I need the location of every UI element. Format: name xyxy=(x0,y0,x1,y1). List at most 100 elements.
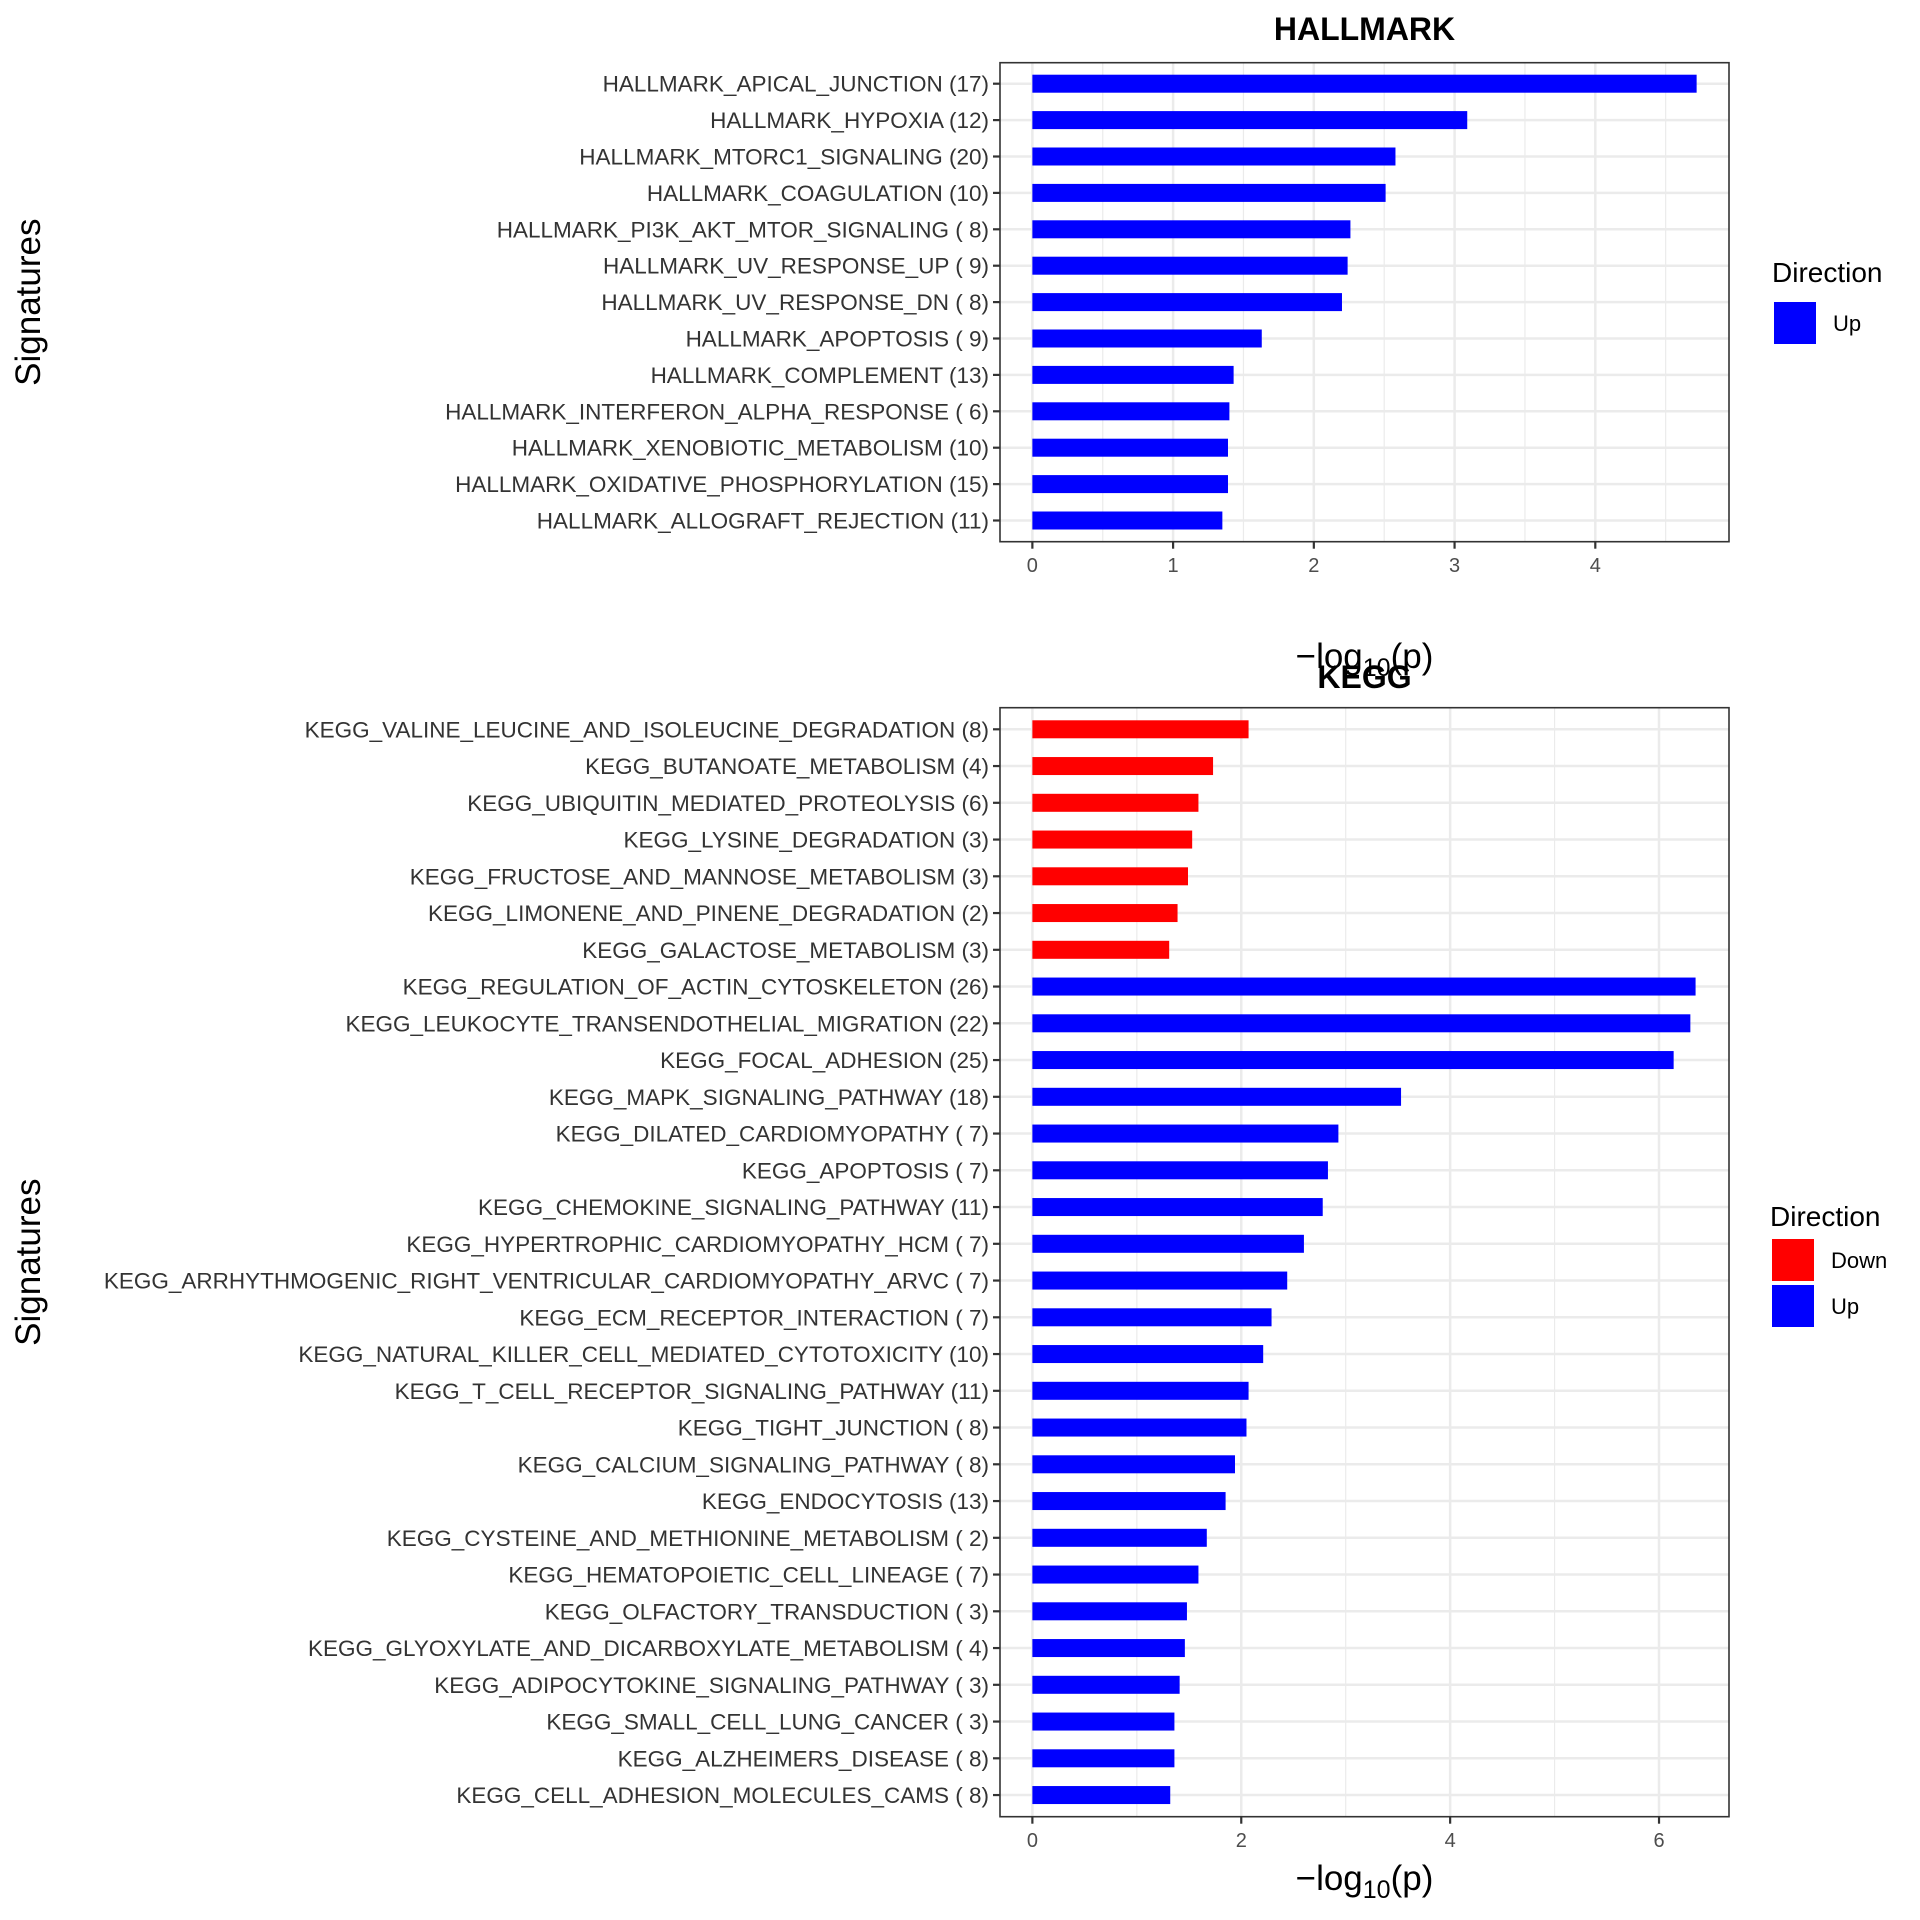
bar-up xyxy=(1032,1749,1175,1768)
category-label: KEGG_HEMATOPOIETIC_CELL_LINEAGE ( 7) xyxy=(508,1563,989,1588)
category-label: KEGG_CALCIUM_SIGNALING_PATHWAY ( 8) xyxy=(518,1452,989,1477)
category-label: KEGG_NATURAL_KILLER_CELL_MEDIATED_CYTOTO… xyxy=(298,1342,989,1367)
category-label: HALLMARK_COAGULATION (10) xyxy=(647,181,989,206)
legend-title: Direction xyxy=(1770,1201,1880,1232)
bar-up xyxy=(1032,438,1228,457)
bar-up xyxy=(1032,256,1348,275)
category-label: KEGG_ALZHEIMERS_DISEASE ( 8) xyxy=(618,1746,989,1771)
panel-border xyxy=(999,706,1730,1818)
axis-title-arg: (p) xyxy=(1391,1859,1434,1898)
x-axis-title: −log10(p) xyxy=(1296,1859,1434,1904)
x-tick-label: 0 xyxy=(1027,1830,1038,1852)
bar-down xyxy=(1032,793,1199,812)
bar-up xyxy=(1032,1675,1180,1694)
bar-up xyxy=(1032,1198,1323,1217)
y-axis-title: Signatures xyxy=(9,219,48,386)
bar-up xyxy=(1032,329,1262,348)
bar-up xyxy=(1032,1455,1235,1474)
legend-key-up xyxy=(1774,302,1816,344)
category-label: KEGG_FRUCTOSE_AND_MANNOSE_METABOLISM (3) xyxy=(410,864,989,889)
panel-title: HALLMARK xyxy=(1274,11,1455,47)
category-label: KEGG_ADIPOCYTOKINE_SIGNALING_PATHWAY ( 3… xyxy=(434,1673,989,1698)
category-label: HALLMARK_ALLOGRAFT_REJECTION (11) xyxy=(537,509,989,534)
category-label: KEGG_REGULATION_OF_ACTIN_CYTOSKELETON (2… xyxy=(403,975,989,1000)
hallmark-panel: HALLMARK_APICAL_JUNCTION (17) HALLMARK_HY… xyxy=(9,11,1882,682)
category-label: KEGG_T_CELL_RECEPTOR_SIGNALING_PATHWAY (… xyxy=(395,1379,989,1404)
category-label: KEGG_ARRHYTHMOGENIC_RIGHT_VENTRICULAR_CA… xyxy=(104,1269,989,1294)
bar-up xyxy=(1032,111,1468,130)
category-label: KEGG_BUTANOATE_METABOLISM (4) xyxy=(585,754,989,779)
category-label: HALLMARK_COMPLEMENT (13) xyxy=(651,363,989,388)
category-label: KEGG_SMALL_CELL_LUNG_CANCER ( 3) xyxy=(546,1710,989,1735)
x-tick-label: 3 xyxy=(1449,555,1460,577)
category-label: KEGG_UBIQUITIN_MEDIATED_PROTEOLYSIS (6) xyxy=(467,791,989,816)
bar-down xyxy=(1032,867,1188,886)
category-label: KEGG_HYPERTROPHIC_CARDIOMYOPATHY_HCM ( 7… xyxy=(406,1232,989,1257)
bar-up xyxy=(1032,1712,1175,1731)
bar-up xyxy=(1032,511,1223,530)
axis-title-subscript: 10 xyxy=(1363,654,1391,682)
category-label: KEGG_CYSTEINE_AND_METHIONINE_METABOLISM … xyxy=(387,1526,989,1551)
bar-up xyxy=(1032,1528,1207,1547)
category-label: HALLMARK_HYPOXIA (12) xyxy=(710,108,989,133)
bar-up xyxy=(1032,1014,1691,1033)
bar-up xyxy=(1032,365,1234,384)
category-label: KEGG_DILATED_CARDIOMYOPATHY ( 7) xyxy=(556,1122,989,1147)
x-axis-title: −log10(p) xyxy=(1296,637,1434,682)
bar-up xyxy=(1032,1418,1247,1437)
category-label: HALLMARK_APICAL_JUNCTION (17) xyxy=(603,72,989,97)
legend-label: Up xyxy=(1831,1294,1859,1319)
legend-title: Direction xyxy=(1772,257,1882,288)
category-label: KEGG_APOPTOSIS ( 7) xyxy=(742,1158,989,1183)
category-label: KEGG_LEUKOCYTE_TRANSENDOTHELIAL_MIGRATIO… xyxy=(346,1011,989,1036)
category-label: KEGG_LIMONENE_AND_PINENE_DEGRADATION (2) xyxy=(428,901,989,926)
bar-up xyxy=(1032,1124,1339,1143)
bar-up xyxy=(1032,402,1230,421)
legend-label: Down xyxy=(1831,1248,1887,1273)
category-label: HALLMARK_XENOBIOTIC_METABOLISM (10) xyxy=(512,436,989,461)
x-tick-label: 2 xyxy=(1308,555,1319,577)
x-tick-label: 4 xyxy=(1445,1830,1456,1852)
panel-title: KEGG xyxy=(1317,659,1411,695)
bar-up xyxy=(1032,1051,1674,1070)
axis-title-minus: − xyxy=(1296,637,1316,676)
category-label: KEGG_ECM_RECEPTOR_INTERACTION ( 7) xyxy=(519,1305,989,1330)
category-label: HALLMARK_OXIDATIVE_PHOSPHORYLATION (15) xyxy=(455,472,989,497)
bar-down xyxy=(1032,830,1193,849)
axis-title-minus: − xyxy=(1296,1859,1316,1898)
axis-title-log: log xyxy=(1316,637,1363,676)
x-tick-label: 0 xyxy=(1027,555,1038,577)
category-label: KEGG_FOCAL_ADHESION (25) xyxy=(660,1048,989,1073)
bar-up xyxy=(1032,147,1396,166)
x-tick-label: 6 xyxy=(1653,1830,1664,1852)
category-label: HALLMARK_MTORC1_SIGNALING (20) xyxy=(579,145,989,170)
axis-title-log: log xyxy=(1316,1859,1363,1898)
bar-down xyxy=(1032,720,1249,739)
bar-up xyxy=(1032,1161,1328,1180)
category-label: KEGG_GLYOXYLATE_AND_DICARBOXYLATE_METABO… xyxy=(308,1636,989,1661)
category-label: KEGG_CHEMOKINE_SIGNALING_PATHWAY (11) xyxy=(478,1195,989,1220)
bar-up xyxy=(1032,1087,1402,1106)
legend-label: Up xyxy=(1833,311,1861,336)
bar-up xyxy=(1032,977,1696,996)
y-axis-title: Signatures xyxy=(9,1179,48,1346)
category-label: KEGG_VALINE_LEUCINE_AND_ISOLEUCINE_DEGRA… xyxy=(305,717,989,742)
legend-key-down xyxy=(1772,1239,1814,1281)
category-label: KEGG_CELL_ADHESION_MOLECULES_CAMS ( 8) xyxy=(456,1783,989,1808)
bar-up xyxy=(1032,475,1228,494)
category-label: KEGG_GALACTOSE_METABOLISM (3) xyxy=(582,938,989,963)
legend-key-up xyxy=(1772,1285,1814,1327)
bar-up xyxy=(1032,74,1697,93)
bar-up xyxy=(1032,1492,1226,1511)
bar-up xyxy=(1032,1602,1187,1621)
category-label: KEGG_TIGHT_JUNCTION ( 8) xyxy=(678,1416,989,1441)
bar-up xyxy=(1032,220,1351,239)
bar-up xyxy=(1032,1308,1272,1327)
x-tick-label: 4 xyxy=(1590,555,1601,577)
bar-down xyxy=(1032,940,1170,959)
plot-area xyxy=(1000,707,1729,1817)
bar-up xyxy=(1032,183,1386,202)
kegg-panel: KEGG_VALINE_LEUCINE_AND_ISOLEUCINE_DEGRA… xyxy=(9,659,1887,1904)
bar-up xyxy=(1032,1234,1304,1253)
